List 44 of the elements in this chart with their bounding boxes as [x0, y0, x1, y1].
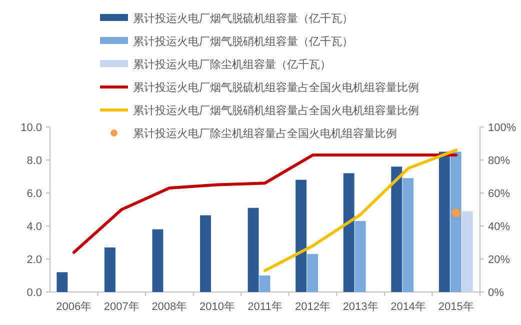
bar	[152, 229, 164, 292]
y2-tick-label: 20%	[488, 254, 510, 266]
bar	[56, 272, 68, 292]
legend-label: 累计投运火电厂烟气脱硫机组容量占全国火电机组容量比例	[133, 81, 419, 94]
bar	[391, 166, 402, 292]
line-series	[72, 154, 458, 254]
bar	[296, 180, 307, 292]
bar	[104, 247, 116, 292]
legend-label: 累计投运火电厂烟气脱硝机组容量占全国火电机组容量比例	[133, 104, 419, 117]
legend-label: 累计投运火电厂烟气脱硫机组容量（亿千瓦）	[133, 12, 353, 25]
x-tick-label: 2006年	[56, 301, 92, 313]
bar	[438, 152, 450, 292]
y2-tick-label: 0%	[488, 287, 504, 299]
y-tick-label: 2.0	[26, 254, 42, 266]
bar	[248, 208, 259, 292]
y2-tick-label: 60%	[488, 188, 510, 200]
y2-tick-label: 40%	[488, 221, 510, 233]
y-tick-label: 8.0	[26, 155, 42, 167]
x-tick-label: 2008年	[152, 301, 188, 313]
y2-tick-label: 80%	[488, 155, 510, 167]
bar	[462, 211, 473, 292]
y-tick-label: 0.0	[26, 287, 42, 299]
x-tick-label: 2014年	[390, 301, 426, 313]
x-tick-label: 2012年	[295, 301, 331, 313]
y-tick-label: 4.0	[26, 221, 42, 233]
y2-tick-label: 100%	[488, 122, 516, 134]
bar	[343, 173, 354, 292]
x-tick-label: 2010年	[199, 301, 235, 313]
x-tick-label: 2011年	[248, 301, 282, 313]
bar	[450, 152, 462, 292]
legend-label: 累计投运火电厂除尘机组容量占全国火电机组容量比例	[133, 127, 397, 140]
bar	[259, 276, 270, 292]
legend-label: 累计投运火电厂烟气脱硝机组容量（亿千瓦）	[133, 35, 353, 48]
x-tick-label: 2013年	[342, 301, 378, 313]
bar	[354, 221, 366, 292]
x-tick-label: 2007年	[104, 301, 140, 313]
bar	[200, 215, 211, 292]
legend-label: 累计投运火电厂除尘机组容量（亿千瓦）	[133, 58, 331, 71]
x-tick-label: 2015年	[438, 301, 474, 313]
y-tick-label: 6.0	[26, 188, 42, 200]
bar	[402, 178, 414, 292]
y-tick-label: 10.0	[20, 122, 42, 134]
line-series	[264, 148, 458, 272]
bar	[307, 254, 318, 292]
